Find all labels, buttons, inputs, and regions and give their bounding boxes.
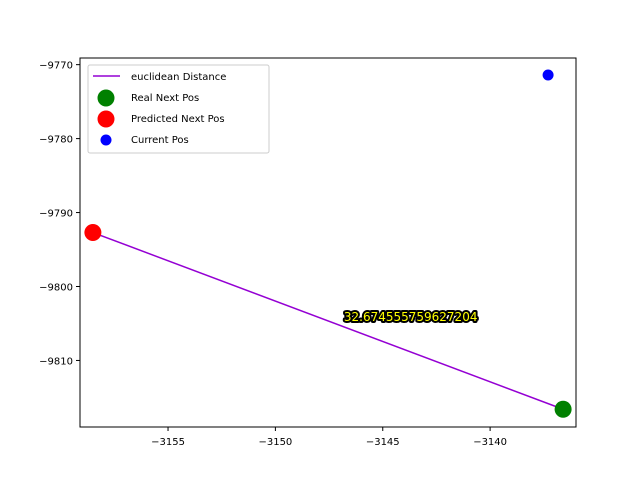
series-line-euclidean-distance bbox=[92, 231, 564, 410]
y-tick-label: −9800 bbox=[39, 282, 73, 293]
plot-frame bbox=[79, 57, 577, 428]
x-tick-label: −3140 bbox=[473, 437, 507, 448]
y-tick-label: −9780 bbox=[39, 135, 73, 146]
x-tick-label: −3150 bbox=[258, 437, 292, 448]
point-predicted-next-pos bbox=[84, 224, 102, 242]
y-tick-label: −9810 bbox=[39, 356, 73, 367]
legend-swatch-current-pos bbox=[100, 134, 112, 146]
legend: euclidean Distance Real Next Pos Predicted… bbox=[87, 64, 270, 154]
legend-label-euclidean-distance: euclidean Distance bbox=[131, 72, 226, 83]
y-axis: −9770 −9780 −9790 −9800 −9810 bbox=[39, 61, 80, 367]
legend-label-predicted-next-pos: Predicted Next Pos bbox=[131, 114, 225, 125]
x-tick-label: −3145 bbox=[366, 437, 400, 448]
plot-layer bbox=[84, 69, 572, 418]
y-tick-label: −9770 bbox=[39, 61, 73, 72]
point-current-pos bbox=[542, 69, 554, 81]
legend-swatch-real-next-pos bbox=[97, 89, 115, 107]
x-tick-label: −3155 bbox=[151, 437, 185, 448]
point-real-next-pos bbox=[554, 400, 572, 418]
legend-label-current-pos: Current Pos bbox=[131, 135, 189, 146]
y-tick-label: −9790 bbox=[39, 209, 73, 220]
x-axis: −3155 −3150 −3145 −3140 bbox=[151, 427, 507, 448]
legend-label-real-next-pos: Real Next Pos bbox=[131, 93, 199, 104]
legend-swatch-predicted-next-pos bbox=[97, 110, 115, 128]
legend-box bbox=[87, 64, 270, 154]
distance-annotation: 32.674555759627204 bbox=[344, 310, 478, 324]
annotation-layer: 32.674555759627204 bbox=[342, 308, 480, 326]
